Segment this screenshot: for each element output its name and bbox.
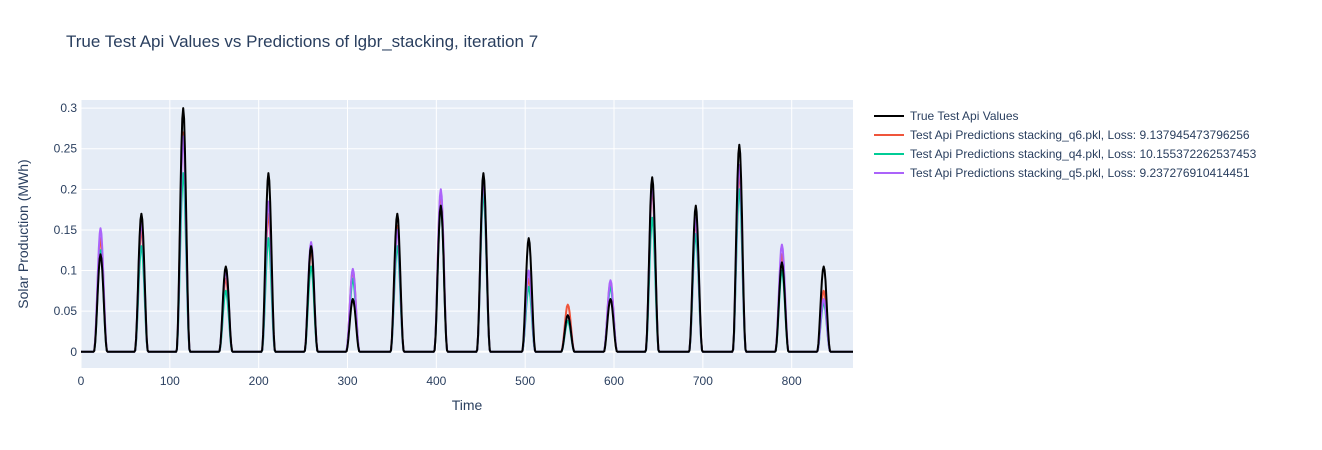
y-tick-label: 0.2 <box>60 182 77 196</box>
y-axis-title: Solar Production (MWh) <box>15 159 31 308</box>
legend-label: Test Api Predictions stacking_q6.pkl, Lo… <box>910 127 1250 142</box>
legend-item[interactable]: True Test Api Values <box>874 106 1256 125</box>
legend-item[interactable]: Test Api Predictions stacking_q5.pkl, Lo… <box>874 163 1256 182</box>
x-tick-label: 700 <box>693 374 713 388</box>
series-line[interactable] <box>80 107 854 353</box>
legend-label: Test Api Predictions stacking_q5.pkl, Lo… <box>910 165 1250 180</box>
x-tick-label: 100 <box>160 374 180 388</box>
legend: True Test Api Values Test Api Predictions… <box>874 106 1256 182</box>
chart-title: True Test Api Values vs Predictions of l… <box>66 32 539 51</box>
series-layer <box>80 107 854 353</box>
x-axis-title: Time <box>452 397 483 413</box>
y-tick-label: 0.05 <box>54 304 78 318</box>
x-tick-label: 0 <box>78 374 85 388</box>
y-tick-label: 0 <box>70 345 77 359</box>
x-tick-label: 800 <box>782 374 802 388</box>
x-tick-label: 500 <box>515 374 535 388</box>
legend-label: True Test Api Values <box>910 108 1019 123</box>
legend-item[interactable]: Test Api Predictions stacking_q6.pkl, Lo… <box>874 125 1256 144</box>
y-tick-label: 0.15 <box>54 223 78 237</box>
legend-swatch <box>874 133 904 136</box>
y-tick-label: 0.3 <box>60 101 77 115</box>
legend-item[interactable]: Test Api Predictions stacking_q4.pkl, Lo… <box>874 144 1256 163</box>
plot-area[interactable] <box>81 100 853 368</box>
x-tick-label: 600 <box>604 374 624 388</box>
y-tick-label: 0.1 <box>60 264 77 278</box>
legend-swatch <box>874 114 904 117</box>
legend-label: Test Api Predictions stacking_q4.pkl, Lo… <box>910 146 1257 161</box>
y-tick-labels: 0 0.05 0.1 0.15 0.2 0.25 0.3 <box>54 101 78 359</box>
x-tick-label: 200 <box>249 374 269 388</box>
y-tick-label: 0.25 <box>54 142 78 156</box>
legend-swatch <box>874 152 904 155</box>
x-tick-label: 300 <box>337 374 357 388</box>
x-tick-label: 400 <box>426 374 446 388</box>
x-tick-labels: 0 100 200 300 400 500 600 700 800 <box>78 374 802 388</box>
legend-swatch <box>874 171 904 174</box>
